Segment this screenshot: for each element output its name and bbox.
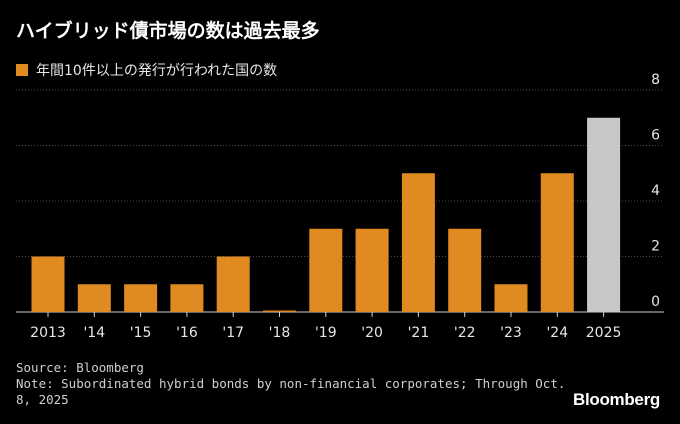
bar	[124, 284, 158, 312]
y-tick-label: 2	[651, 239, 660, 255]
bar	[31, 256, 65, 312]
x-tick-label: '17	[222, 325, 244, 341]
bar	[355, 228, 389, 312]
bloomberg-logo: Bloomberg	[572, 390, 660, 409]
x-tick-label: 2025	[586, 325, 622, 341]
x-tick-label: '24	[546, 325, 568, 341]
y-tick-label: 8	[651, 72, 660, 88]
bar	[216, 256, 250, 312]
note-text-line1: Note: Subordinated hybrid bonds by non-f…	[16, 376, 566, 391]
x-tick-label: '15	[130, 325, 152, 341]
x-tick-label: '20	[361, 325, 383, 341]
x-tick-label: '14	[83, 325, 105, 341]
x-tick-label: '21	[408, 325, 430, 341]
bar	[448, 228, 482, 312]
x-tick-label: '22	[454, 325, 476, 341]
note-text-line2: 8, 2025	[16, 392, 69, 407]
y-tick-label: 4	[651, 183, 660, 199]
footer: Source: Bloomberg Note: Subordinated hyb…	[16, 360, 565, 408]
x-tick-label: '18	[269, 325, 291, 341]
bar	[77, 284, 111, 312]
legend: 年間10件以上の発行が行われた国の数	[16, 60, 277, 80]
source-text: Source: Bloomberg	[16, 360, 144, 375]
bar	[263, 310, 296, 312]
x-tick-label: '19	[315, 325, 337, 341]
x-tick-label: 2013	[30, 325, 66, 341]
x-tick-label: '23	[500, 325, 522, 341]
y-tick-label: 0	[651, 294, 660, 310]
bar	[540, 173, 574, 312]
y-tick-label: 6	[651, 128, 660, 144]
bar	[170, 284, 204, 312]
bar	[494, 284, 528, 312]
bar	[587, 117, 621, 312]
bar	[401, 173, 435, 312]
legend-label: 年間10件以上の発行が行われた国の数	[36, 63, 278, 79]
chart-title: ハイブリッド債市場の数は過去最多	[16, 20, 320, 42]
x-tick-label: '16	[176, 325, 198, 341]
legend-swatch	[16, 64, 28, 76]
bar	[309, 228, 343, 312]
